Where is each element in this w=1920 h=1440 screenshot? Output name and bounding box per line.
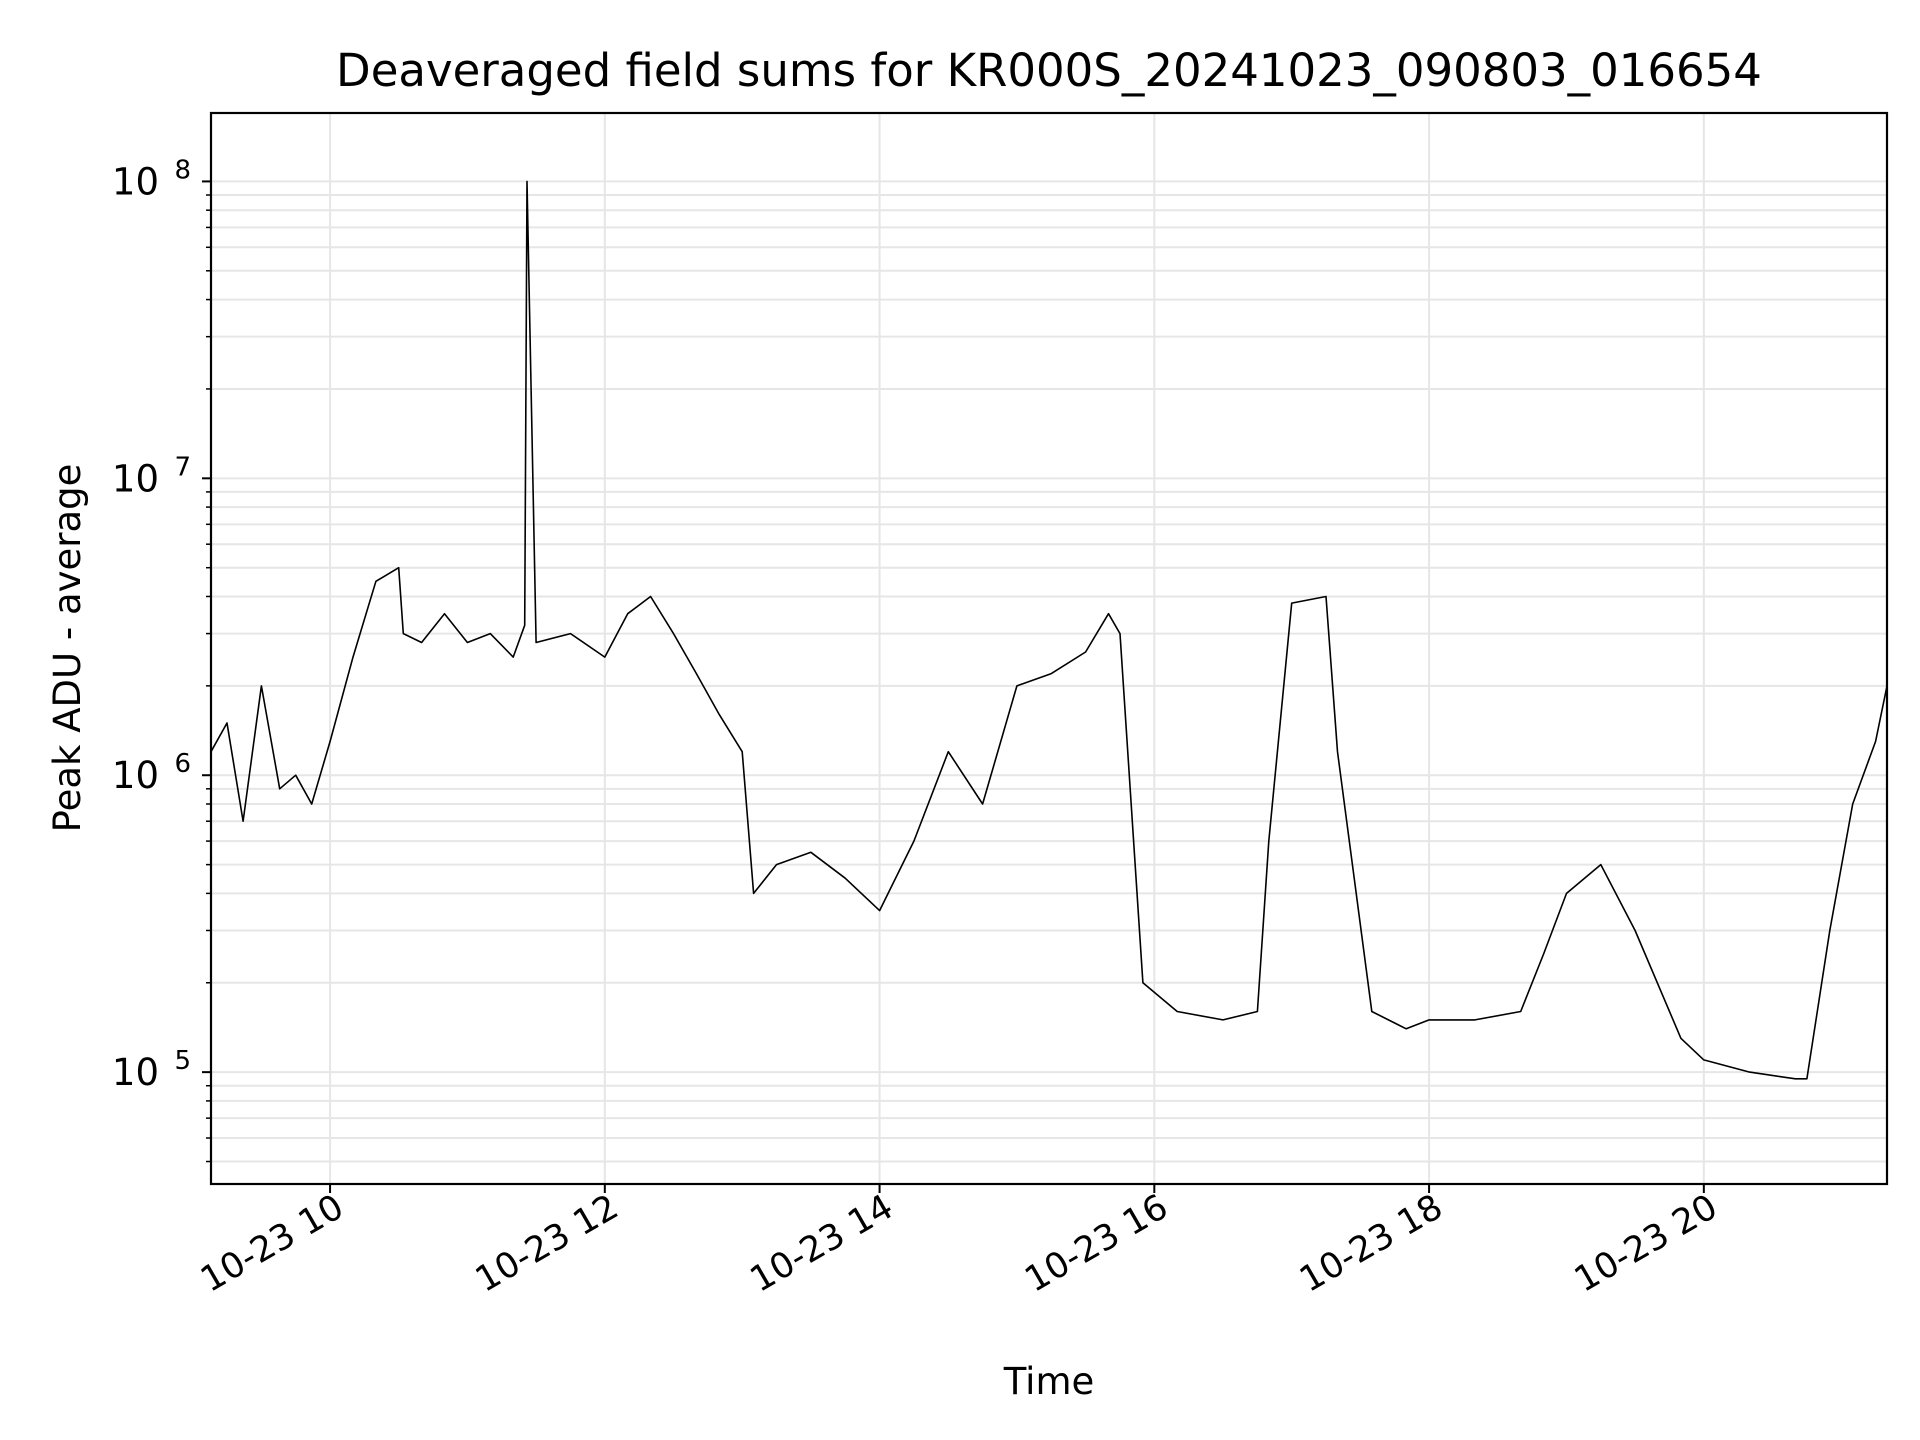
y-tick-label: 10 bbox=[112, 457, 159, 500]
y-tick-label: 10 bbox=[112, 754, 159, 797]
y-axis-label: Peak ADU - average bbox=[46, 464, 89, 833]
y-tick-exponent: 6 bbox=[174, 749, 191, 779]
y-tick-label: 10 bbox=[112, 160, 159, 203]
series-line bbox=[210, 180, 1888, 1080]
y-tick-exponent: 8 bbox=[174, 155, 191, 185]
y-tick-exponent: 7 bbox=[174, 452, 191, 482]
x-axis-label: Time bbox=[1003, 1360, 1095, 1403]
grid-layer bbox=[211, 113, 1887, 1184]
y-tick-exponent: 5 bbox=[174, 1046, 191, 1076]
x-tick-label: 10-23 14 bbox=[744, 1187, 900, 1300]
plot-frame bbox=[209, 111, 1889, 1186]
y-tick-label: 10 bbox=[112, 1051, 159, 1094]
x-tick-label: 10-23 12 bbox=[469, 1187, 625, 1300]
x-tick-label: 10-23 20 bbox=[1568, 1187, 1724, 1300]
x-tick-label: 10-23 10 bbox=[194, 1187, 350, 1300]
tick-layer: 10 5 10 6 10 7 10 8 10-23 10 10-23 12 10-23 14 10-2… bbox=[112, 155, 1724, 1300]
chart-title: Deaveraged field sums for KR000S_2024102… bbox=[336, 44, 1762, 97]
line-layer bbox=[210, 180, 1888, 1080]
x-tick-label: 10-23 16 bbox=[1019, 1187, 1175, 1300]
x-tick-label: 10-23 18 bbox=[1293, 1187, 1449, 1300]
